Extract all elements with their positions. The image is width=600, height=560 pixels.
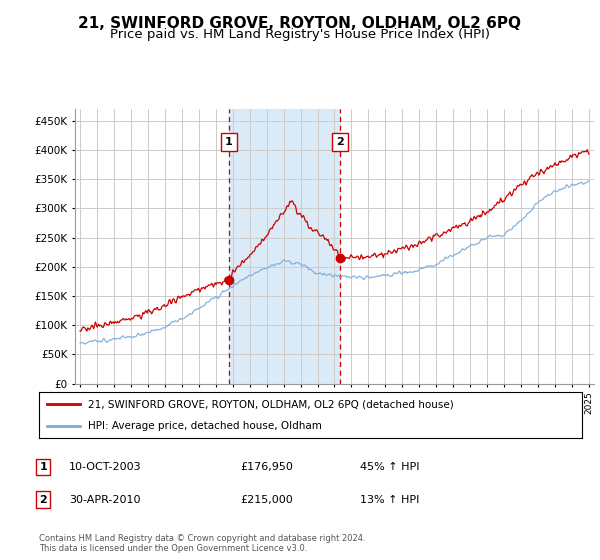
Text: £176,950: £176,950: [240, 462, 293, 472]
Text: 21, SWINFORD GROVE, ROYTON, OLDHAM, OL2 6PQ (detached house): 21, SWINFORD GROVE, ROYTON, OLDHAM, OL2 …: [88, 399, 454, 409]
Text: 2: 2: [336, 137, 344, 147]
Text: 2: 2: [40, 494, 47, 505]
Text: Price paid vs. HM Land Registry's House Price Index (HPI): Price paid vs. HM Land Registry's House …: [110, 28, 490, 41]
Text: Contains HM Land Registry data © Crown copyright and database right 2024.
This d: Contains HM Land Registry data © Crown c…: [39, 534, 365, 553]
Text: 1: 1: [40, 462, 47, 472]
Text: 1: 1: [225, 137, 233, 147]
Text: HPI: Average price, detached house, Oldham: HPI: Average price, detached house, Oldh…: [88, 421, 322, 431]
Text: 21, SWINFORD GROVE, ROYTON, OLDHAM, OL2 6PQ: 21, SWINFORD GROVE, ROYTON, OLDHAM, OL2 …: [79, 16, 521, 31]
Text: 10-OCT-2003: 10-OCT-2003: [69, 462, 142, 472]
Text: £215,000: £215,000: [240, 494, 293, 505]
Text: 45% ↑ HPI: 45% ↑ HPI: [360, 462, 419, 472]
Bar: [229, 109, 340, 384]
Text: 30-APR-2010: 30-APR-2010: [69, 494, 140, 505]
Text: 13% ↑ HPI: 13% ↑ HPI: [360, 494, 419, 505]
